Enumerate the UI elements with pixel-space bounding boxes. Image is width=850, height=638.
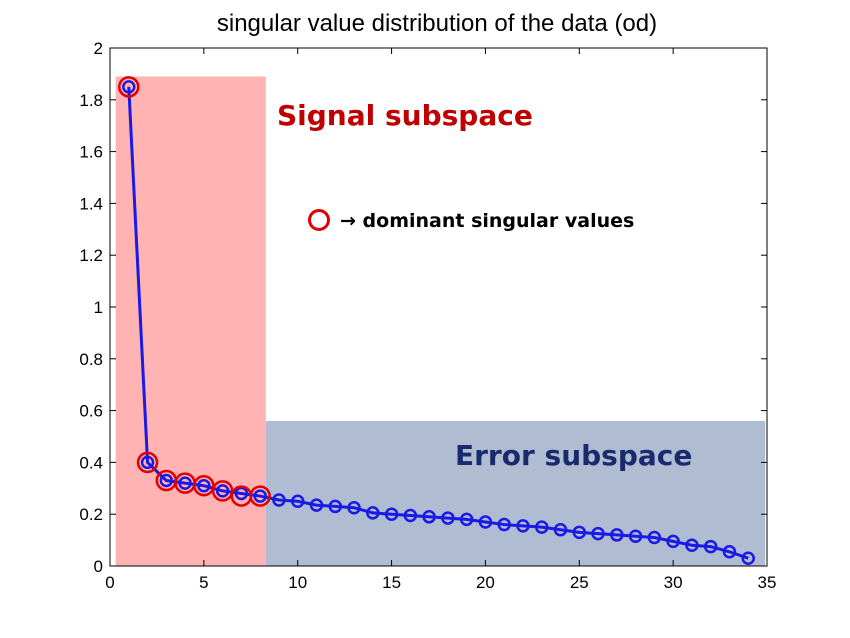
error-subspace-label: Error subspace [455,439,692,472]
data-point [309,498,324,512]
data-point [628,529,643,543]
data-point [215,484,230,498]
data-point [140,455,155,470]
series-layer [118,76,755,565]
y-tick-label: 1 [94,298,103,317]
data-point [478,515,493,529]
x-tick-label: 10 [288,573,307,592]
data-point [234,486,249,501]
data-point [122,80,136,94]
data-point [422,510,436,524]
y-tick-label: 1.8 [79,91,103,110]
signal-subspace-label: Signal subspace [277,99,533,132]
data-point [272,493,286,507]
data-point [572,525,587,540]
x-tick-label: 0 [105,573,114,592]
chart-title: singular value distribution of the data … [217,10,657,37]
data-point [591,526,605,541]
data-point [290,494,305,508]
data-point [384,507,399,521]
data-point [722,545,737,559]
y-tick-label: 0 [94,557,103,576]
x-tick-label: 15 [382,573,401,592]
data-point [685,538,699,553]
dominant-point [136,451,159,474]
dominant-point [249,485,271,507]
data-point [666,534,680,549]
data-point [497,517,511,532]
data-point [328,499,343,514]
data-point [610,528,624,542]
x-tick-label: 25 [570,573,589,592]
data-point [441,511,455,525]
y-tick-label: 0.8 [79,350,103,369]
y-tick-label: 1.6 [79,143,103,162]
y-tick-label: 1.2 [79,246,103,265]
data-point [553,522,568,537]
data-point [534,520,549,534]
data-point [253,489,267,503]
axes-layer: 0 5 10 15 20 25 30 35 0 0.2 0.4 0.6 0.8 1 1.2 1.4 1.6 1.8… [79,39,776,592]
regions-layer [115,76,766,567]
data-point [703,539,718,554]
y-tick-label: 0.2 [79,505,103,524]
data-point [159,473,174,488]
data-point [516,519,530,533]
x-tick-label: 20 [476,573,495,592]
data-point [178,476,192,490]
legend-marker [308,209,330,231]
x-tick-label: 30 [664,573,683,592]
y-tick-label: 1.4 [79,194,103,213]
x-tick-label: 5 [199,573,208,592]
data-point [403,508,418,523]
data-point [347,500,361,515]
data-point [366,506,380,520]
data-point [647,530,662,545]
y-tick-label: 0.6 [79,402,103,421]
data-point [459,512,474,527]
y-tick-label: 0.4 [79,453,103,472]
dominant-point [118,76,140,98]
data-point [741,551,755,565]
legend-text: → dominant singular values [340,210,634,232]
x-tick-label: 35 [758,573,777,592]
y-tick-label: 2 [94,39,103,58]
data-point [197,478,211,493]
